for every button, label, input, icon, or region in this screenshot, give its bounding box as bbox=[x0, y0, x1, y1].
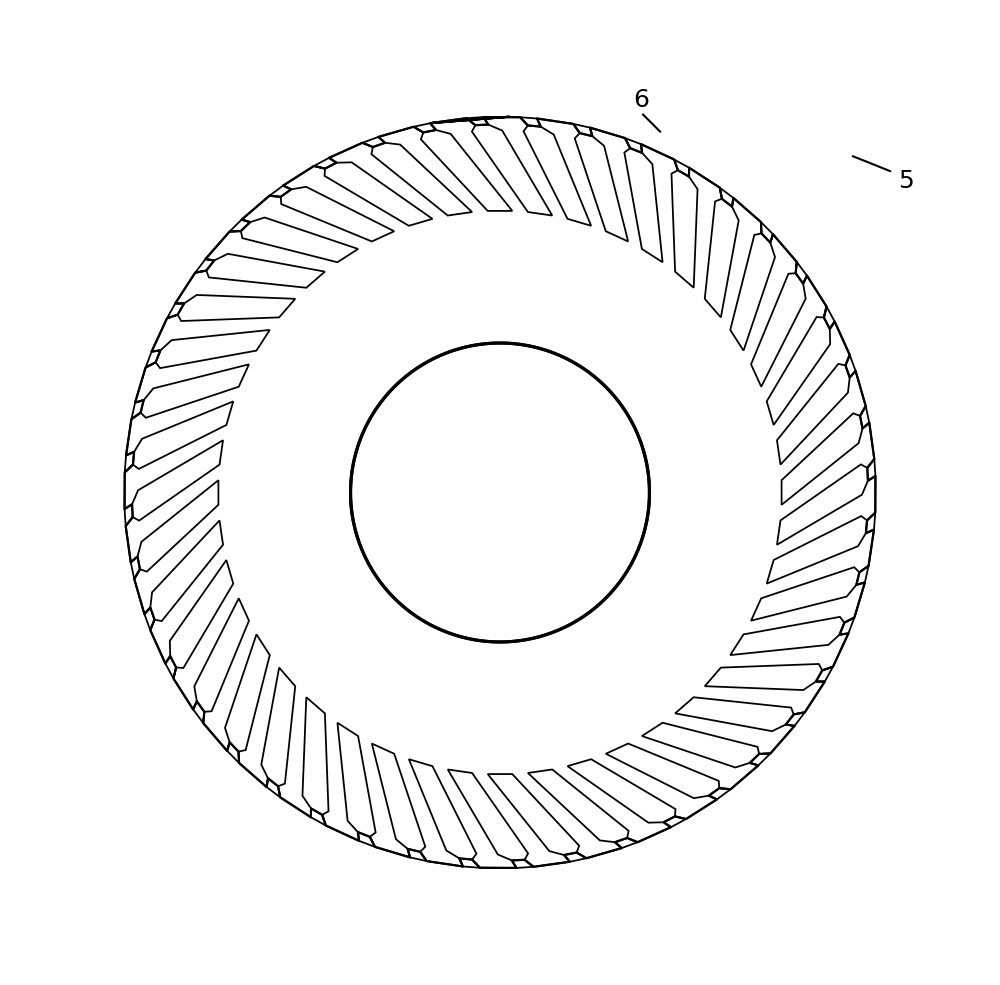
Polygon shape bbox=[624, 138, 663, 262]
Polygon shape bbox=[730, 617, 854, 655]
Polygon shape bbox=[125, 440, 223, 526]
Polygon shape bbox=[230, 218, 358, 262]
Polygon shape bbox=[705, 188, 739, 317]
Polygon shape bbox=[302, 697, 329, 825]
Polygon shape bbox=[705, 664, 833, 690]
Polygon shape bbox=[751, 565, 869, 621]
Polygon shape bbox=[488, 774, 586, 862]
Text: 5: 5 bbox=[898, 168, 914, 193]
Polygon shape bbox=[414, 123, 512, 211]
Polygon shape bbox=[131, 364, 249, 420]
Polygon shape bbox=[528, 769, 638, 848]
Polygon shape bbox=[225, 634, 270, 763]
Polygon shape bbox=[144, 520, 223, 630]
Polygon shape bbox=[131, 481, 218, 579]
Polygon shape bbox=[767, 306, 835, 425]
Polygon shape bbox=[362, 137, 472, 216]
Polygon shape bbox=[314, 158, 432, 226]
Polygon shape bbox=[167, 295, 295, 321]
Polygon shape bbox=[568, 759, 686, 827]
Polygon shape bbox=[675, 697, 805, 731]
Polygon shape bbox=[195, 254, 325, 288]
Polygon shape bbox=[165, 560, 233, 679]
Polygon shape bbox=[520, 117, 591, 226]
Polygon shape bbox=[372, 744, 427, 861]
Polygon shape bbox=[642, 723, 770, 767]
Polygon shape bbox=[448, 769, 534, 868]
Polygon shape bbox=[782, 406, 869, 504]
Polygon shape bbox=[269, 185, 394, 241]
Polygon shape bbox=[777, 459, 875, 545]
Polygon shape bbox=[337, 723, 376, 847]
Polygon shape bbox=[466, 117, 552, 216]
Polygon shape bbox=[409, 759, 480, 868]
Polygon shape bbox=[767, 512, 875, 584]
Polygon shape bbox=[146, 330, 270, 368]
Polygon shape bbox=[261, 668, 295, 797]
Text: 6: 6 bbox=[633, 88, 649, 111]
Polygon shape bbox=[573, 124, 628, 241]
Polygon shape bbox=[125, 401, 233, 473]
Polygon shape bbox=[730, 222, 775, 351]
Polygon shape bbox=[193, 598, 249, 723]
Polygon shape bbox=[671, 160, 698, 288]
Polygon shape bbox=[751, 262, 807, 387]
Polygon shape bbox=[606, 744, 731, 800]
Polygon shape bbox=[777, 355, 856, 465]
